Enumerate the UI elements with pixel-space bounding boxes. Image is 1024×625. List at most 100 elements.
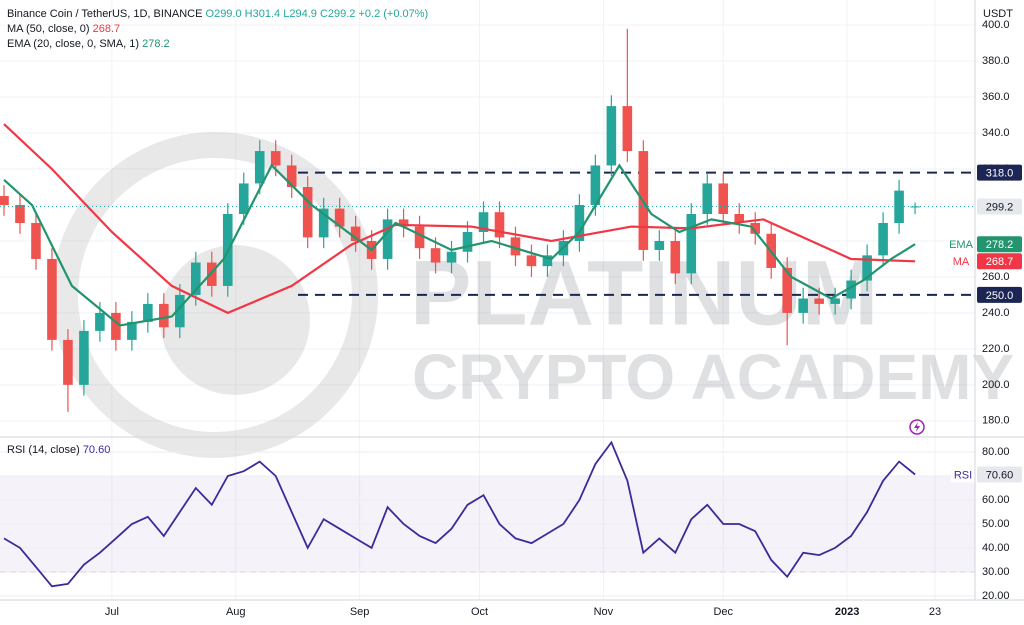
x-tick-label: Dec [713, 606, 733, 618]
rsi-legend-value: 70.60 [83, 444, 111, 456]
candle-body [734, 214, 745, 223]
candle-body [79, 330, 89, 385]
candle-body [542, 255, 553, 267]
candle-body [686, 214, 697, 274]
candle-body [910, 206, 920, 208]
candle-body [47, 258, 57, 340]
x-tick-label: Aug [226, 606, 246, 618]
candle-body [143, 303, 153, 322]
candle-body [590, 165, 601, 206]
candle-body [238, 183, 249, 215]
y-tick-label: 340.0 [982, 127, 1010, 139]
ohlc-value: C299.2 [320, 8, 355, 20]
candle-body [814, 298, 824, 304]
x-tick-label: Sep [350, 606, 370, 618]
candle-body [830, 298, 840, 304]
candle-body [334, 208, 345, 227]
candle-body [782, 267, 792, 313]
candle-body [846, 280, 856, 299]
x-tick-label: Jul [105, 606, 119, 618]
candle-body [702, 183, 713, 215]
ma-line [3, 163, 916, 327]
legend-value: 278.2 [142, 38, 170, 50]
candle-body [31, 222, 41, 259]
candle-body [398, 219, 409, 227]
alert-icon [909, 419, 925, 435]
candle-body [494, 212, 505, 238]
rsi-tag-name-bg [951, 466, 975, 483]
candle-body [670, 240, 681, 274]
ma-tag-name: EMA [949, 239, 974, 251]
level-tag-bg [977, 164, 1022, 181]
y-tick-label: 200.0 [982, 379, 1010, 391]
rsi-legend: RSI (14, close) 70.60 [7, 444, 110, 456]
ohlc-value: O299.0 [206, 8, 242, 20]
ma-line [3, 123, 916, 315]
candle-body [111, 312, 121, 340]
candle-body [254, 151, 265, 184]
candle-body [462, 231, 473, 252]
y-tick-label: 30.00 [982, 566, 1010, 578]
rsi-tag: 70.60 [986, 469, 1014, 481]
candle-body [63, 339, 73, 385]
candle-body [878, 222, 888, 256]
candle-body [191, 262, 201, 295]
ma-tag: 278.2 [986, 239, 1014, 251]
candle-body [430, 248, 441, 263]
ma-tag: 268.7 [986, 256, 1014, 268]
ma-tag-bg [977, 236, 1022, 253]
legend-entry: EMA (20, close, 0, SMA, 1) 278.2 [7, 38, 170, 50]
legend-name: EMA (20, close, 0, SMA, 1) [7, 38, 139, 50]
legend-name: MA (50, close, 0) [7, 23, 90, 35]
x-tick-label: 23 [929, 606, 941, 618]
y-tick-label: 360.0 [982, 91, 1010, 103]
price-tag: 299.2 [986, 201, 1014, 213]
candle-body [95, 312, 105, 331]
symbol: Binance Coin / TetherUS, 1D, BINANCE [7, 8, 202, 20]
change: +0.2 (+0.07%) [358, 8, 428, 20]
candle-body [318, 208, 329, 238]
y-tick-label: 60.00 [982, 494, 1010, 506]
x-tick-label: 2023 [835, 606, 859, 618]
rsi-legend-name: RSI (14, close) [7, 444, 80, 456]
watermark-text: CRYPTO ACADEMY [412, 341, 1014, 413]
candle-body [382, 219, 393, 259]
ma-tag-name-bg [947, 253, 975, 270]
ma-tag-bg [977, 253, 1022, 270]
candle-body [127, 321, 137, 340]
y-tick-label: 260.0 [982, 271, 1010, 283]
candle-body [750, 222, 761, 234]
y-tick-label: 220.0 [982, 343, 1010, 355]
candle-body [606, 106, 617, 166]
y-tick-label: 180.0 [982, 415, 1010, 427]
candle-body [526, 255, 537, 267]
candle-body [286, 165, 297, 188]
ohlc-value: H301.4 [245, 8, 280, 20]
rsi-line [3, 440, 916, 588]
rsi-tag-bg [977, 466, 1022, 483]
candle-body [718, 183, 729, 215]
y-tick-label: 240.0 [982, 307, 1010, 319]
candle-body [15, 205, 25, 223]
level-tag: 250.0 [986, 290, 1014, 302]
alert-bolt [914, 422, 920, 432]
level-tag: 318.0 [986, 168, 1014, 180]
level-tag-bg [977, 286, 1022, 303]
legend-entry: MA (50, close, 0) 268.7 [7, 23, 120, 35]
rsi-tag-name: RSI [954, 469, 972, 481]
candle-body [510, 237, 521, 256]
candle-body [175, 294, 185, 328]
candle-body [798, 298, 808, 313]
candle-body [654, 240, 665, 250]
candle-body [574, 205, 585, 241]
candle-body [302, 187, 313, 238]
unit-label: USDT [983, 8, 1013, 20]
candle-body [478, 212, 489, 232]
candle-body [414, 226, 425, 249]
candle-body [350, 226, 361, 241]
y-tick-label: 380.0 [982, 55, 1010, 67]
ohlc-value: L294.9 [283, 8, 317, 20]
y-tick-label: 20.00 [982, 590, 1010, 602]
legend-title: Binance Coin / TetherUS, 1D, BINANCE O29… [7, 8, 428, 20]
